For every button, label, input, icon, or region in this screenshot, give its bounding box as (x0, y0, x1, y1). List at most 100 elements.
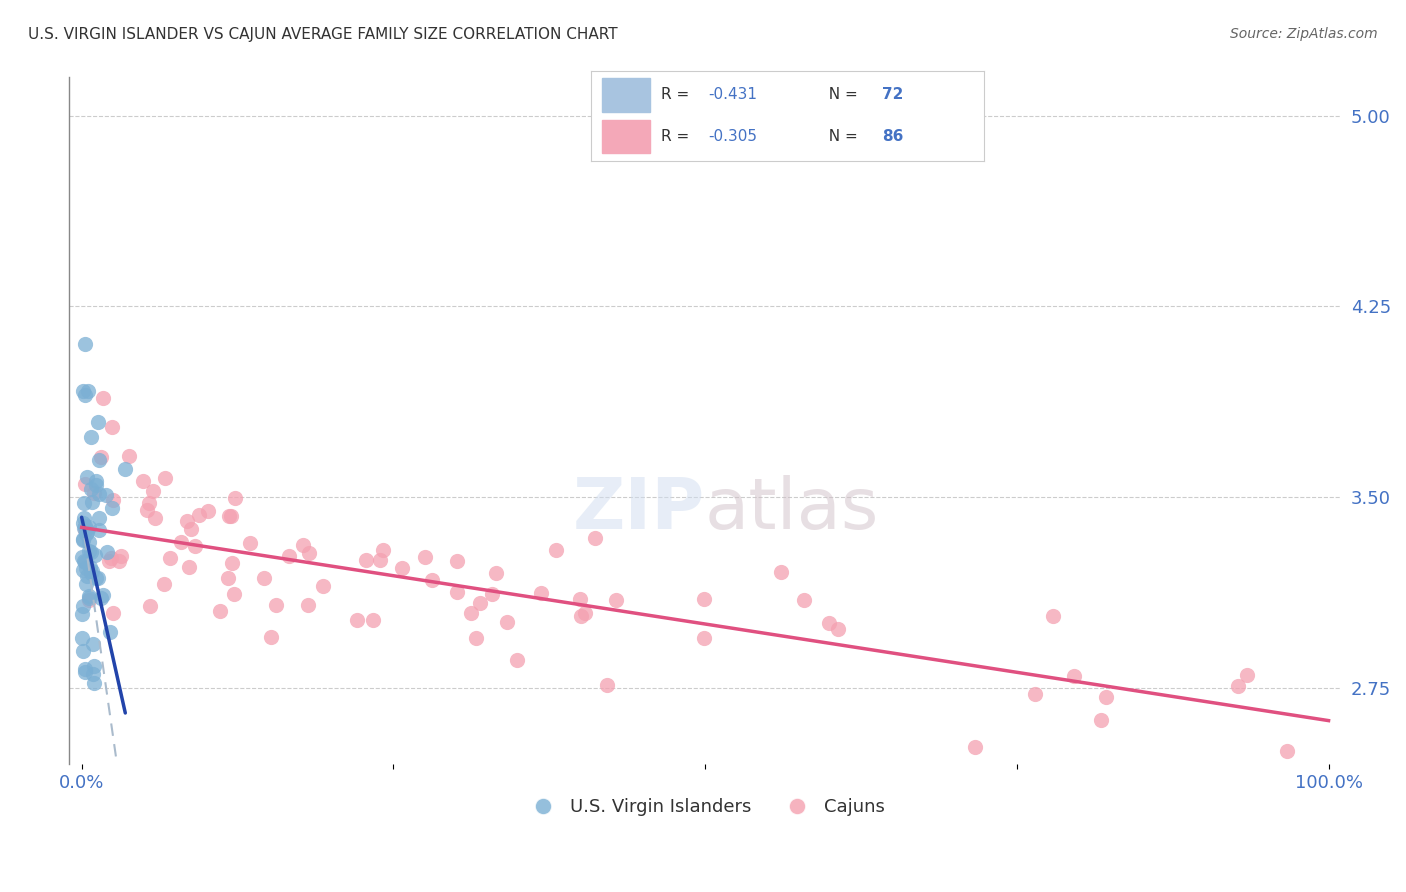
Point (84, 478, 107, 492)
Point (468, 596, 491, 610)
Point (1226, 679, 1249, 693)
Point (101, 419, 124, 434)
Point (460, 606, 482, 620)
Point (83, 676, 105, 690)
Point (87, 453, 110, 467)
Point (132, 474, 155, 488)
Point (75, 522, 97, 536)
Point (569, 609, 592, 624)
Point (159, 550, 181, 565)
Point (239, 535, 262, 549)
Point (76, 577, 98, 591)
Point (693, 632, 716, 646)
Point (77, 591, 100, 606)
Text: -0.305: -0.305 (709, 129, 758, 144)
Point (596, 677, 619, 691)
Point (142, 484, 165, 499)
Point (79, 559, 101, 574)
Point (82, 667, 104, 681)
Point (77, 593, 100, 607)
Point (94, 488, 117, 502)
Point (76, 525, 98, 540)
Point (101, 501, 124, 516)
Point (209, 603, 232, 617)
Point (77, 535, 100, 549)
Point (485, 566, 508, 581)
Point (75, 523, 97, 537)
Point (76, 384, 98, 398)
Point (89, 511, 111, 525)
Point (75, 662, 97, 676)
Point (368, 553, 391, 567)
Point (87, 487, 110, 501)
Point (354, 553, 377, 567)
Point (83, 658, 105, 673)
Point (260, 630, 283, 644)
Point (693, 592, 716, 607)
Point (73, 496, 96, 510)
Point (465, 631, 488, 645)
Point (446, 585, 468, 599)
Point (361, 613, 384, 627)
Point (91, 588, 114, 602)
Point (73, 554, 96, 568)
Point (82, 637, 104, 651)
Text: R =: R = (661, 129, 695, 144)
Point (87, 524, 110, 538)
Point (76, 470, 98, 484)
Point (312, 579, 335, 593)
Point (82, 495, 104, 509)
Point (96, 545, 118, 559)
Point (90, 591, 112, 605)
Text: U.S. VIRGIN ISLANDER VS CAJUN AVERAGE FAMILY SIZE CORRELATION CHART: U.S. VIRGIN ISLANDER VS CAJUN AVERAGE FA… (28, 27, 617, 42)
Point (97, 554, 120, 568)
Point (107, 553, 129, 567)
Point (818, 616, 841, 631)
Point (90, 450, 112, 464)
Point (495, 615, 517, 630)
Point (605, 592, 627, 607)
Point (574, 606, 596, 620)
Point (84, 549, 107, 563)
Point (80, 564, 103, 578)
Point (222, 587, 245, 601)
Text: 86: 86 (882, 129, 903, 144)
Point (219, 509, 242, 524)
Point (103, 493, 125, 508)
Point (446, 554, 468, 568)
Legend: U.S. Virgin Islanders, Cajuns: U.S. Virgin Islanders, Cajuns (517, 791, 893, 823)
Point (221, 556, 243, 570)
Point (138, 495, 160, 509)
Point (793, 592, 815, 607)
Point (80, 566, 103, 581)
FancyBboxPatch shape (602, 120, 650, 153)
Point (75, 388, 97, 402)
Point (75, 555, 97, 569)
Text: ZIP: ZIP (572, 475, 704, 544)
Point (1042, 608, 1064, 623)
Point (297, 599, 319, 613)
Point (72, 549, 94, 564)
Point (218, 509, 240, 524)
Point (1275, 744, 1298, 758)
Text: Source: ZipAtlas.com: Source: ZipAtlas.com (1230, 27, 1378, 41)
Point (76, 568, 98, 582)
Point (72, 631, 94, 645)
Point (87, 415, 110, 429)
Text: -0.431: -0.431 (709, 87, 758, 102)
Point (72, 607, 94, 622)
Point (197, 504, 219, 518)
Point (114, 462, 136, 476)
Point (139, 599, 162, 613)
Point (77, 520, 100, 534)
Point (75, 527, 97, 541)
Point (184, 539, 207, 553)
Text: N =: N = (818, 87, 862, 102)
Point (770, 566, 793, 580)
Point (391, 560, 413, 574)
Point (569, 592, 592, 607)
Text: atlas: atlas (704, 475, 880, 544)
Point (118, 449, 141, 463)
Point (80, 483, 103, 497)
Point (371, 542, 394, 557)
